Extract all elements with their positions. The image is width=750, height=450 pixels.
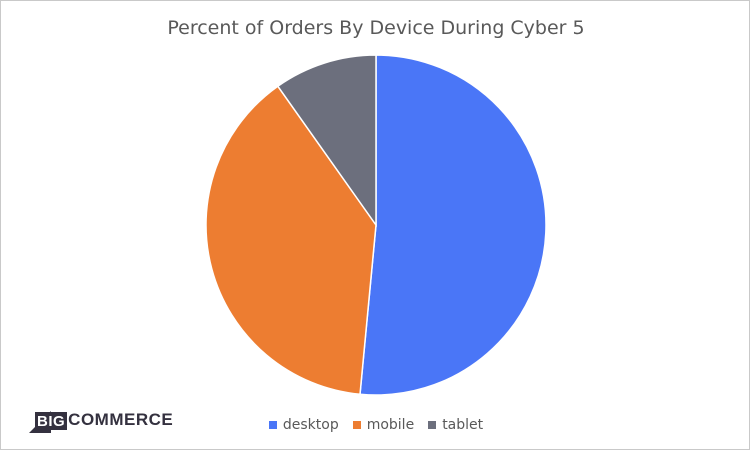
logo-text: BIG COMMERCE [35, 410, 174, 430]
legend-label-mobile: mobile [366, 417, 415, 433]
logo-prefix: BIG [35, 412, 68, 430]
legend-swatch-mobile [352, 421, 361, 429]
chart-title: Percent of Orders By Device During Cyber… [167, 17, 585, 39]
pie-slice-mobile [205, 85, 377, 396]
legend-item-desktop: desktop [268, 417, 339, 433]
pie-slices [205, 54, 547, 396]
legend-item-mobile: mobile [352, 417, 415, 433]
logo-suffix: COMMERCE [68, 410, 174, 429]
pie-slice-tablet [276, 54, 377, 228]
legend: desktop mobile tablet [1, 417, 750, 433]
legend-label-tablet: tablet [442, 417, 484, 433]
bigcommerce-logo: BIG COMMERCE [29, 405, 173, 435]
legend-item-tablet: tablet [428, 417, 483, 433]
pie-slice-desktop [359, 54, 547, 396]
legend-swatch-desktop [268, 421, 277, 429]
legend-label-desktop: desktop [282, 417, 339, 433]
legend-swatch-tablet [428, 421, 437, 429]
